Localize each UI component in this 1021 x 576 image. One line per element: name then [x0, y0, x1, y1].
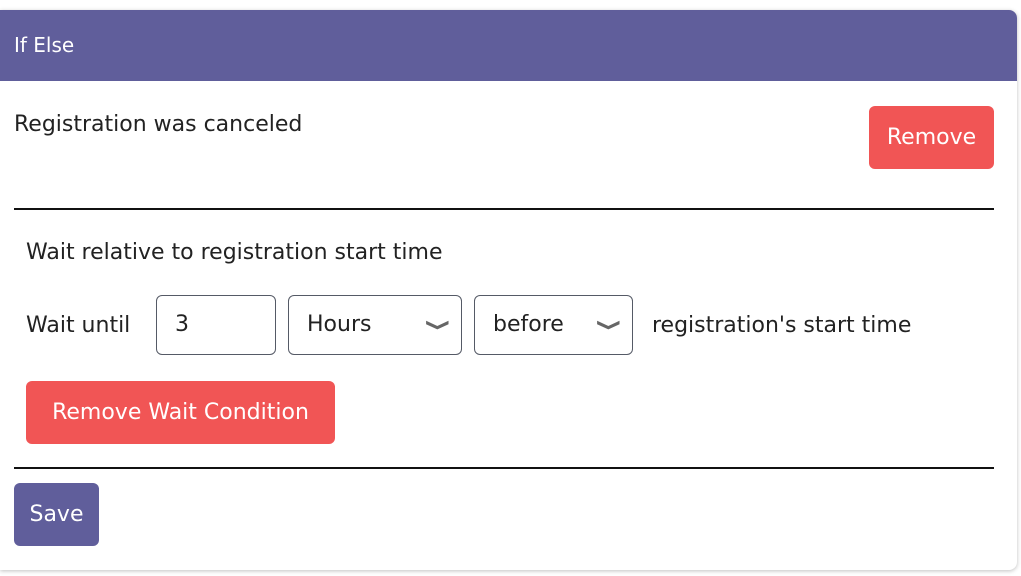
- card-header: If Else: [0, 10, 1017, 81]
- chevron-down-icon: ❯: [596, 318, 624, 332]
- unit-value: Hours: [307, 312, 372, 337]
- unit-select[interactable]: Hours ❯: [288, 295, 462, 355]
- wait-suffix-label: registration's start time: [652, 313, 912, 338]
- divider: [14, 208, 994, 210]
- divider: [14, 467, 994, 469]
- if-else-card: If Else Registration was canceled Remove…: [0, 10, 1017, 570]
- remove-wait-condition-button[interactable]: Remove Wait Condition: [26, 381, 335, 444]
- amount-input[interactable]: 3: [156, 295, 276, 355]
- remove-button[interactable]: Remove: [869, 106, 994, 169]
- wait-title: Wait relative to registration start time: [26, 240, 443, 265]
- direction-select[interactable]: before ❯: [474, 295, 633, 355]
- wait-until-label: Wait until: [26, 313, 131, 338]
- chevron-down-icon: ❯: [425, 318, 453, 332]
- save-button[interactable]: Save: [14, 483, 99, 546]
- condition-label: Registration was canceled: [14, 112, 303, 137]
- direction-value: before: [493, 312, 564, 337]
